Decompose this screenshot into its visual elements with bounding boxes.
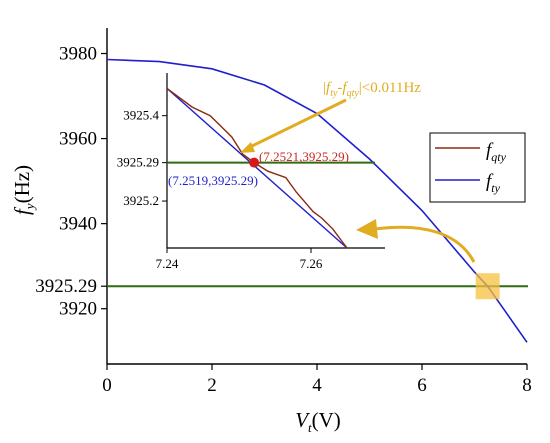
zoom-arrow (356, 219, 476, 263)
inset-x-ticks: 7.24 7.26 (156, 248, 323, 271)
x-tick-label: 8 (522, 375, 532, 396)
legend-label-f-qty: fqty (486, 140, 507, 164)
inset-f-qty-line (166, 87, 348, 249)
inset-x-tick-label: 7.26 (300, 256, 323, 271)
x-tick-label: 4 (312, 375, 322, 396)
legend-box (429, 132, 526, 203)
inset-y-tick-label: 3925.4 (123, 108, 159, 123)
y-tick-label: 3980 (59, 44, 97, 65)
x-ticks: 0 2 4 6 8 (102, 364, 532, 396)
inset-y-ticks: 3925.2 3925.29 3925.4 (117, 108, 167, 208)
inset-y-tick-label: 3925.29 (117, 155, 159, 170)
legend: fqty fty (429, 132, 526, 203)
inset-chart: 7.24 7.26 3925.2 3925.29 3925.4 (7.2521,392… (117, 73, 385, 271)
difference-annotation: |fty-fqty|<0.011Hz (323, 80, 421, 99)
inset-f-ty-line (166, 87, 348, 249)
intersection-point (249, 157, 260, 168)
highlight-region (475, 273, 500, 300)
x-axis-label: Vt(V) (295, 408, 341, 435)
y-tick-label: 3940 (59, 214, 97, 235)
x-tick-label: 0 (102, 375, 112, 396)
y-tick-label: 3925.29 (35, 276, 97, 297)
y-tick-label: 3960 (59, 129, 97, 150)
x-tick-label: 2 (207, 375, 217, 396)
inset-x-tick-label: 7.24 (156, 256, 179, 271)
x-tick-label: 6 (417, 375, 427, 396)
point-label-qty: (7.2521,3925.29) (259, 149, 349, 164)
annotation-arrow (240, 98, 347, 153)
point-label-ty: (7.2519,3925.29) (168, 173, 258, 188)
y-tick-label: 3920 (59, 299, 97, 320)
y-axis-label: fy(Hz) (10, 165, 37, 215)
legend-label-f-ty: fty (486, 171, 501, 195)
inset-y-tick-label: 3925.2 (123, 193, 159, 208)
